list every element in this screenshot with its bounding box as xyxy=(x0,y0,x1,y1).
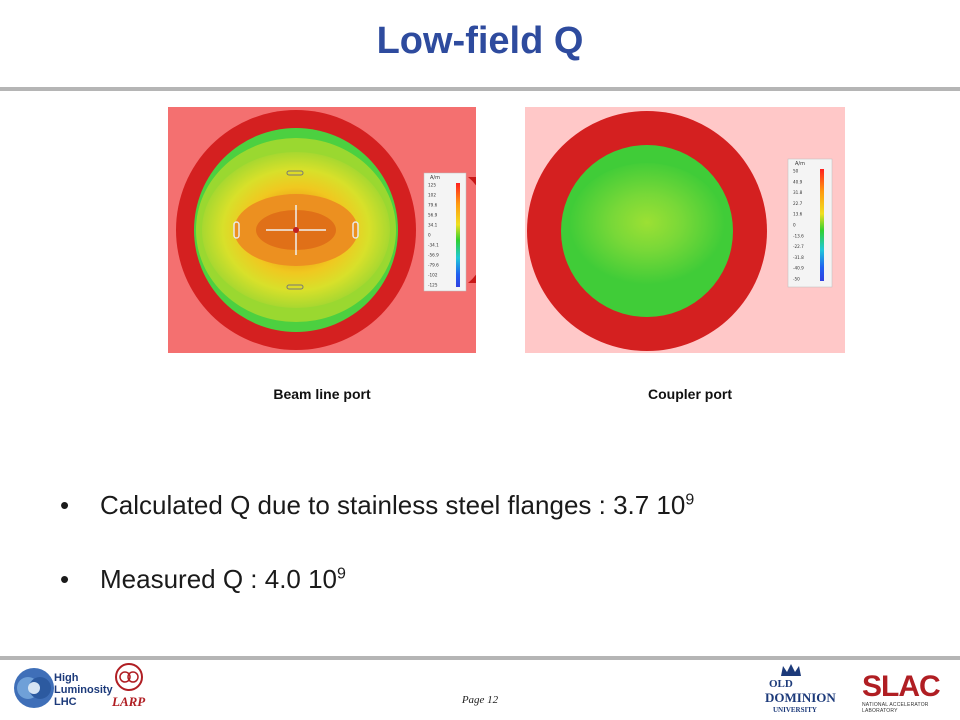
slac-logo-wordmark: SLAC xyxy=(862,670,941,703)
legend-unit: A/m xyxy=(795,161,805,167)
hl-lhc-logo-line: High xyxy=(54,672,79,684)
legend-tick-label: 50 xyxy=(793,169,799,174)
legend-tick-label: -50 xyxy=(793,277,800,282)
legend-tick-label: 34.1 xyxy=(428,223,438,228)
hl-lhc-logo-line: LHC xyxy=(54,696,77,708)
bullet-marker: • xyxy=(60,564,70,594)
slac-logo: SLAC NATIONAL ACCELERATOR LABORATORY xyxy=(862,672,958,716)
legend-tick-label: -79.6 xyxy=(428,263,439,268)
legend-tick-label: 22.7 xyxy=(793,201,803,206)
legend-tick-label: -22.7 xyxy=(793,244,804,249)
legend-tick-label: 31.8 xyxy=(793,190,803,195)
bullet-text: Calculated Q due to stainless steel flan… xyxy=(100,490,686,520)
legend-tick-label: -125 xyxy=(428,283,438,288)
caption-coupler-port: Coupler port xyxy=(648,386,732,402)
legend-panel: A/m 125 102 79.6 56.9 34.1 0 -34.1 -56.9 -79.6 -1… xyxy=(423,172,467,292)
slac-logo-subtitle: NATIONAL ACCELERATOR LABORATORY xyxy=(862,702,929,714)
legend-tick-label: -40.9 xyxy=(793,266,804,271)
caption-beam-line-port: Beam line port xyxy=(273,386,371,402)
page-number: Page 12 xyxy=(461,694,499,706)
bullet-marker: • xyxy=(60,490,70,520)
bullet-exponent: 9 xyxy=(685,491,695,509)
coupler-port-plot: A/m 50 40.9 31.8 22.7 13.6 0 -13.6 -22.7 -31.8 -4… xyxy=(525,107,845,353)
legend-tick-label: -56.9 xyxy=(428,253,439,258)
legend-tick-label: 40.9 xyxy=(793,179,803,184)
legend-tick-label: -102 xyxy=(428,273,438,278)
legend-tick-label: 102 xyxy=(428,193,436,198)
hl-lhc-logo-line: Luminosity xyxy=(54,684,113,696)
legend-tick-label: 125 xyxy=(428,183,436,188)
legend-tick-label: 13.6 xyxy=(793,212,803,217)
legend-tick-label: -31.8 xyxy=(793,255,804,260)
legend-panel: A/m 50 40.9 31.8 22.7 13.6 0 -13.6 -22.7 -31.8 -4… xyxy=(787,158,833,288)
odu-logo-line: OLD xyxy=(769,678,793,690)
bullet-exponent: 9 xyxy=(337,565,346,583)
crown-icon xyxy=(781,664,801,676)
odu-logo: OLD DOMINION UNIVERSITY xyxy=(765,662,840,718)
legend-unit: A/m xyxy=(430,175,440,181)
legend-tick-label: 0 xyxy=(793,223,796,228)
legend-tick-label: -13.6 xyxy=(793,233,804,238)
odu-logo-line: DOMINION xyxy=(765,690,836,705)
beam-line-port-plot: A/m 125 102 79.6 56.9 34.1 0 -34.1 -56.9 -79.6 -1… xyxy=(168,107,476,353)
larp-emblem xyxy=(114,662,144,697)
legend-tick-label: 79.6 xyxy=(428,203,438,208)
hl-lhc-logo: High Luminosity LHC xyxy=(12,664,113,712)
footer-divider xyxy=(0,656,960,660)
bullet-text: Measured Q : 4.0 10 xyxy=(100,564,338,594)
legend-tick-label: 0 xyxy=(428,233,431,238)
larp-logo: LARP xyxy=(112,694,146,709)
slide-title: Low-field Q xyxy=(376,20,584,62)
odu-logo-line: UNIVERSITY xyxy=(773,706,817,714)
legend-tick-label: -34.1 xyxy=(428,243,439,248)
title-divider xyxy=(0,87,960,91)
legend-tick-label: 56.9 xyxy=(428,213,438,218)
